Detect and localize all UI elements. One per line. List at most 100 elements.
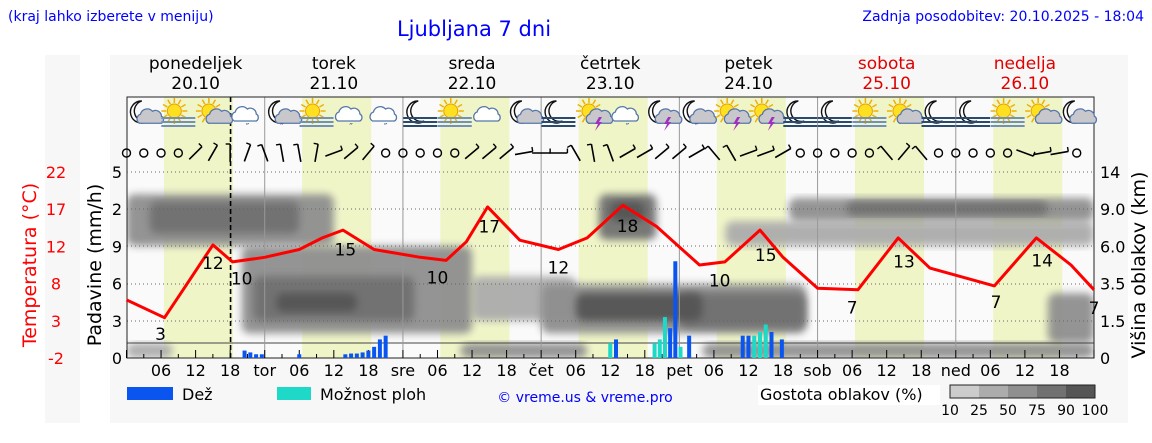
rain-bar <box>673 261 678 358</box>
wind-feather <box>704 145 709 150</box>
shower-bar <box>678 346 683 358</box>
hour-label: 06 <box>704 361 724 380</box>
rain-bar <box>779 339 784 358</box>
sun-fog-icon <box>990 98 1025 127</box>
wind-feather <box>246 142 251 146</box>
wind-barb-icon <box>876 145 894 161</box>
sun-ray <box>581 117 586 123</box>
wind-feather <box>257 143 262 147</box>
sun-ray <box>201 99 206 105</box>
wind-barb-icon <box>757 145 775 157</box>
wind-feather <box>313 142 319 145</box>
panel-gap <box>80 55 110 423</box>
wind-calm-icon <box>1072 148 1082 158</box>
rain-bar <box>297 354 302 358</box>
wind-shaft <box>914 145 928 161</box>
sun-ray <box>197 114 203 119</box>
wind-shaft <box>279 143 285 163</box>
sun-ray <box>581 99 586 105</box>
hour-label: 06 <box>151 361 171 380</box>
shower-bar <box>763 324 768 358</box>
moon-fog-icon <box>403 100 438 127</box>
sun-ray <box>1026 114 1032 119</box>
wind-feather <box>293 143 298 146</box>
sun-ray <box>754 99 759 105</box>
temperature-label: 12 <box>202 254 224 274</box>
copyright-link[interactable]: © vreme.us & vreme.pro <box>497 390 672 406</box>
sun-ray <box>888 114 894 119</box>
wind-shaft <box>1033 150 1052 156</box>
sun-ray <box>167 99 171 105</box>
day-date: 21.10 <box>309 74 358 94</box>
wind-barb-icon <box>361 142 375 161</box>
legend-density-bg <box>758 385 940 405</box>
cloud-layer <box>149 201 300 234</box>
wind-feather <box>275 143 281 146</box>
wind-barb-icon <box>499 143 515 160</box>
hour-label: 18 <box>496 361 516 380</box>
sun-cloud-icon <box>886 98 925 124</box>
hour-label: 18 <box>1049 361 1069 380</box>
moon-fog-icon <box>921 100 956 127</box>
rain-bar <box>769 331 774 358</box>
wind-barb-icon <box>722 144 737 162</box>
wind-feather <box>586 143 592 146</box>
wind-calm-icon <box>121 148 132 158</box>
wind-feather <box>602 143 608 147</box>
wind-shaft <box>570 144 581 162</box>
wind-feather <box>198 142 203 148</box>
wind-shaft <box>757 149 775 157</box>
legend-shower-swatch <box>277 387 311 400</box>
hour-label: 06 <box>980 361 1000 380</box>
cloud-height-tick: 14 <box>1100 163 1120 182</box>
location-hint-link[interactable]: (kraj lahko izberete v meniju) <box>8 9 214 25</box>
cloud <box>611 106 640 122</box>
temperature-label: 18 <box>617 217 639 237</box>
temperature-label: 15 <box>335 241 357 261</box>
day-abbrev-label: tor <box>253 361 276 380</box>
wind-shaft <box>188 146 203 160</box>
sun-ray <box>300 103 306 108</box>
wind-barb-icon <box>688 144 706 159</box>
wind-shaft <box>1016 149 1034 157</box>
sun-ray <box>871 103 878 108</box>
cloud <box>334 106 363 122</box>
cloud-layer <box>276 293 357 312</box>
wind-shaft <box>774 147 792 159</box>
day-abbrev-label: sre <box>391 361 415 380</box>
sun <box>305 103 321 119</box>
rain-bar <box>687 335 692 358</box>
density-tick: 75 <box>1028 403 1046 419</box>
cloud-rain-icon: ″ <box>334 106 363 133</box>
legend-rain-swatch <box>127 387 173 400</box>
cloud-layer <box>846 201 1048 216</box>
moon-cloud-icon <box>1062 100 1098 124</box>
sun-ray <box>212 99 217 105</box>
precipitation-bars <box>242 261 784 358</box>
rain-marks: ″ <box>695 122 699 133</box>
grid <box>126 96 1095 359</box>
wind-feather <box>787 144 792 149</box>
precipitation-tick: 6 <box>112 275 122 294</box>
sun-ray <box>215 103 221 108</box>
density-frame <box>949 384 1096 399</box>
density-swatch <box>979 385 1008 398</box>
day-abbrev-label: ned <box>941 361 971 380</box>
sun-ray <box>162 103 168 108</box>
rain-bar <box>614 339 619 358</box>
sun-ray <box>903 99 908 105</box>
temperature-label: 10 <box>709 272 731 292</box>
legend-density-label: Gostota oblakov (%) <box>760 385 923 404</box>
cloud-icon <box>473 106 501 122</box>
wind-calm-icon <box>156 148 166 158</box>
wind-feather <box>701 144 706 149</box>
rain-marks: ″ <box>384 122 388 133</box>
cloud <box>1069 108 1098 124</box>
density-swatch <box>1037 385 1066 398</box>
sun-ray <box>454 99 458 105</box>
sun-ray <box>750 114 756 119</box>
density-swatch <box>1066 385 1095 398</box>
sun-ray <box>888 103 894 108</box>
sun-ray <box>733 103 739 108</box>
